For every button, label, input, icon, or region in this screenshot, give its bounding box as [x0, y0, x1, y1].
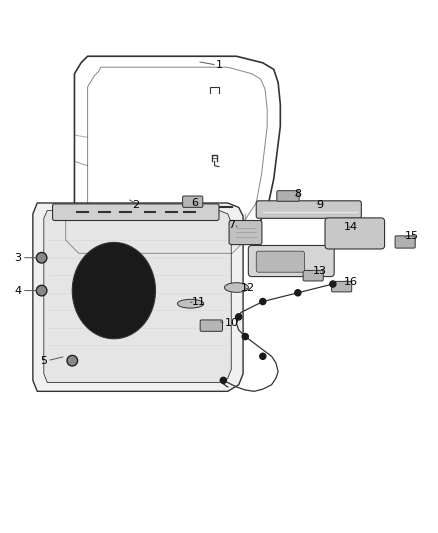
Text: 15: 15	[405, 231, 419, 241]
Circle shape	[67, 356, 78, 366]
Polygon shape	[33, 203, 243, 391]
Text: 11: 11	[192, 296, 206, 306]
Ellipse shape	[177, 300, 204, 308]
Circle shape	[220, 377, 226, 383]
Text: 14: 14	[343, 222, 357, 232]
Text: 4: 4	[14, 286, 21, 296]
Circle shape	[36, 253, 47, 263]
Text: 13: 13	[313, 266, 327, 276]
FancyBboxPatch shape	[256, 251, 304, 272]
Circle shape	[242, 334, 248, 340]
Circle shape	[68, 357, 76, 365]
Text: 10: 10	[225, 318, 239, 328]
Text: 7: 7	[229, 220, 236, 230]
FancyBboxPatch shape	[229, 221, 262, 245]
Circle shape	[38, 287, 46, 295]
Circle shape	[330, 281, 336, 287]
Circle shape	[38, 254, 46, 262]
Circle shape	[236, 314, 242, 320]
Circle shape	[260, 353, 266, 359]
FancyBboxPatch shape	[53, 204, 219, 221]
Ellipse shape	[225, 282, 249, 292]
Text: 16: 16	[343, 277, 357, 287]
Ellipse shape	[72, 243, 155, 339]
Polygon shape	[44, 211, 231, 383]
Text: 1: 1	[215, 60, 223, 70]
FancyBboxPatch shape	[332, 281, 352, 292]
Text: 9: 9	[316, 200, 323, 210]
FancyBboxPatch shape	[325, 218, 385, 249]
Text: 2: 2	[132, 200, 139, 210]
Text: 6: 6	[191, 198, 198, 208]
FancyBboxPatch shape	[277, 191, 299, 201]
Text: 5: 5	[40, 356, 47, 366]
Text: 8: 8	[294, 189, 301, 199]
Circle shape	[36, 285, 47, 296]
FancyBboxPatch shape	[395, 236, 415, 248]
Circle shape	[260, 298, 266, 304]
Circle shape	[295, 290, 301, 296]
FancyBboxPatch shape	[303, 270, 323, 281]
Text: 3: 3	[14, 253, 21, 263]
FancyBboxPatch shape	[183, 196, 203, 207]
FancyBboxPatch shape	[200, 320, 223, 332]
FancyBboxPatch shape	[256, 201, 361, 219]
FancyBboxPatch shape	[248, 246, 334, 277]
Text: 12: 12	[240, 284, 254, 293]
